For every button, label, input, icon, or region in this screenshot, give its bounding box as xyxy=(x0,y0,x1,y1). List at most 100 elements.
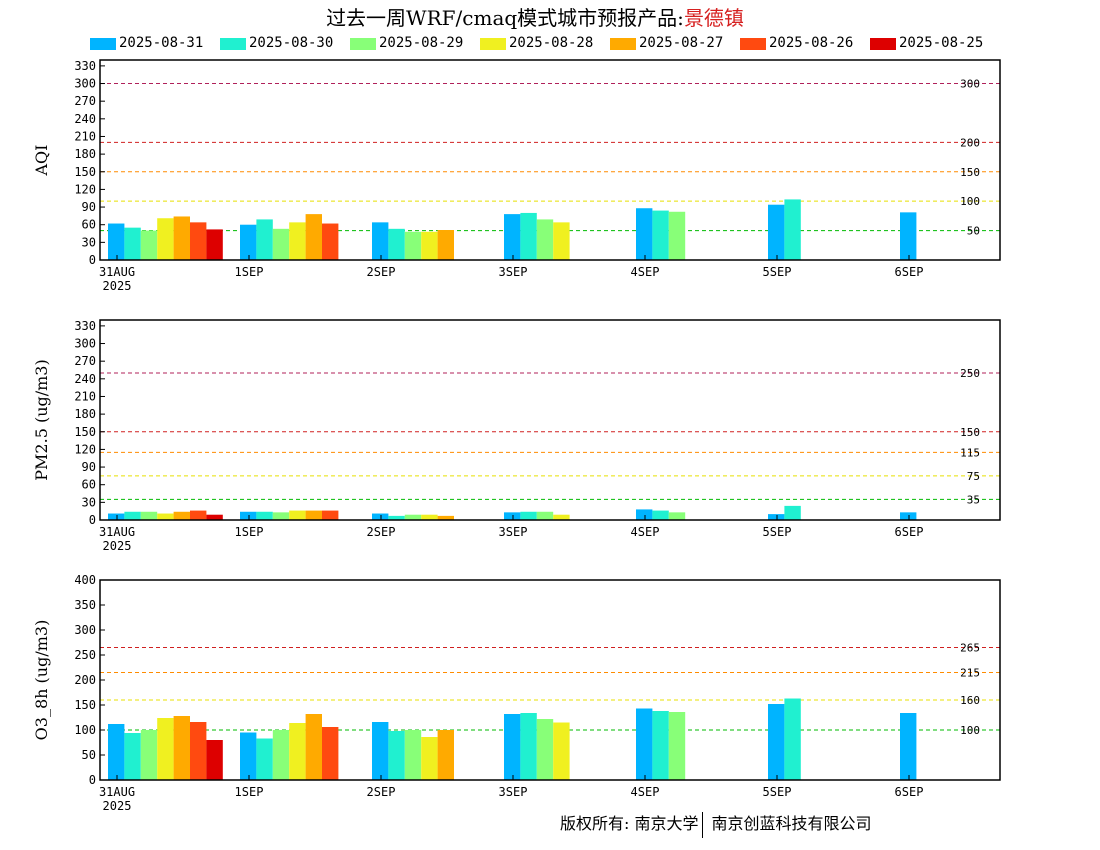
bar xyxy=(437,730,454,780)
bar xyxy=(668,211,686,260)
bar xyxy=(504,512,521,520)
y-tick-label: 30 xyxy=(82,495,96,509)
y-axis-label: AQI xyxy=(32,145,51,177)
bar xyxy=(256,219,273,260)
x-tick-label: 3SEP xyxy=(499,785,528,799)
bar xyxy=(504,714,521,780)
x-tick-label: 4SEP xyxy=(631,265,660,279)
bar xyxy=(388,731,405,780)
bar xyxy=(206,514,223,520)
bar xyxy=(372,513,389,520)
y-tick-label: 330 xyxy=(74,59,96,73)
x-sublabel: 2025 xyxy=(103,539,132,553)
x-tick-label: 1SEP xyxy=(235,785,264,799)
bar xyxy=(421,737,438,780)
bar xyxy=(784,698,801,780)
bar xyxy=(140,230,158,260)
y-tick-label: 300 xyxy=(74,337,96,351)
bar xyxy=(272,512,290,520)
copyright: 版权所有: 南京大学 南京创蓝科技有限公司 xyxy=(560,810,872,838)
bar xyxy=(504,214,521,260)
title-main: 过去一周WRF/cmaq模式城市预报产品: xyxy=(326,6,684,30)
chart-panel-1: 300 200 150 100 50 0 30 60 90 120 150 180 210 240 270 3… xyxy=(32,59,1001,293)
legend-swatch xyxy=(740,38,766,50)
bar xyxy=(520,713,537,780)
threshold-label: 215 xyxy=(960,667,980,680)
threshold-label: 35 xyxy=(967,493,980,506)
y-tick-label: 270 xyxy=(74,94,96,108)
y-tick-label: 300 xyxy=(74,623,96,637)
bar xyxy=(108,724,125,780)
bar xyxy=(372,222,389,260)
bar xyxy=(520,212,537,260)
bar xyxy=(668,712,686,780)
plot-frame xyxy=(99,319,1001,521)
y-tick-label: 30 xyxy=(82,235,96,249)
legend-label: 2025-08-27 xyxy=(639,35,724,51)
y-tick-label: 50 xyxy=(82,748,96,762)
x-tick-label: 31AUG xyxy=(99,265,135,279)
bar xyxy=(784,199,801,260)
plot-frame xyxy=(99,59,1001,261)
bar xyxy=(305,714,322,780)
bar xyxy=(190,222,207,260)
bar xyxy=(768,514,785,520)
y-tick-label: 300 xyxy=(74,77,96,91)
y-tick-label: 120 xyxy=(74,182,96,196)
x-tick-label: 5SEP xyxy=(763,525,792,539)
copyright-right: 南京创蓝科技有限公司 xyxy=(711,814,872,833)
bar xyxy=(124,733,141,780)
x-tick-label: 1SEP xyxy=(235,525,264,539)
bar xyxy=(289,510,306,520)
y-tick-label: 200 xyxy=(74,673,96,687)
bar xyxy=(768,204,785,260)
bar xyxy=(404,231,422,260)
x-tick-label: 3SEP xyxy=(499,525,528,539)
legend-label: 2025-08-29 xyxy=(379,35,464,51)
bar xyxy=(636,509,653,520)
bar xyxy=(536,719,554,780)
bar xyxy=(900,713,917,780)
legend-swatch xyxy=(480,38,506,50)
bar xyxy=(900,512,917,520)
bar xyxy=(536,511,554,520)
bar xyxy=(322,727,339,780)
bar xyxy=(900,212,917,260)
x-tick-label: 2SEP xyxy=(367,525,396,539)
bar xyxy=(652,711,669,780)
y-tick-label: 180 xyxy=(74,147,96,161)
bar xyxy=(289,222,306,260)
chart-panel-2: 250 150 115 75 35 0 30 60 90 120 150 180 210 240 270 30… xyxy=(32,319,1001,553)
x-tick-label: 5SEP xyxy=(763,785,792,799)
x-sublabel: 2025 xyxy=(103,799,132,813)
bar xyxy=(108,513,125,520)
y-tick-label: 240 xyxy=(74,372,96,386)
copyright-divider xyxy=(702,811,704,838)
threshold-label: 100 xyxy=(960,195,980,208)
x-tick-label: 6SEP xyxy=(895,265,924,279)
y-tick-label: 330 xyxy=(74,319,96,333)
chart-title: 过去一周WRF/cmaq模式城市预报产品:景德镇 xyxy=(0,2,1070,31)
y-tick-label: 120 xyxy=(74,442,96,456)
legend-swatch xyxy=(870,38,896,50)
chart-panel-3: 265 215 160 100 0 50 100 150 200 250 300 350 400 O3_8… xyxy=(32,573,1001,813)
y-tick-label: 100 xyxy=(74,723,96,737)
y-tick-label: 240 xyxy=(74,112,96,126)
bar xyxy=(388,228,405,260)
y-tick-label: 400 xyxy=(74,573,96,587)
legend-swatch xyxy=(350,38,376,50)
bar xyxy=(553,514,570,520)
y-tick-label: 210 xyxy=(74,129,96,143)
bar xyxy=(553,222,570,260)
y-tick-label: 90 xyxy=(82,200,96,214)
y-tick-label: 0 xyxy=(89,513,96,527)
bar xyxy=(652,210,669,260)
threshold-label: 300 xyxy=(960,78,980,91)
bar xyxy=(256,511,273,520)
bar xyxy=(157,718,174,780)
y-tick-label: 150 xyxy=(74,165,96,179)
x-tick-label: 1SEP xyxy=(235,265,264,279)
y-tick-label: 350 xyxy=(74,598,96,612)
threshold-label: 150 xyxy=(960,166,980,179)
bar xyxy=(668,512,686,520)
